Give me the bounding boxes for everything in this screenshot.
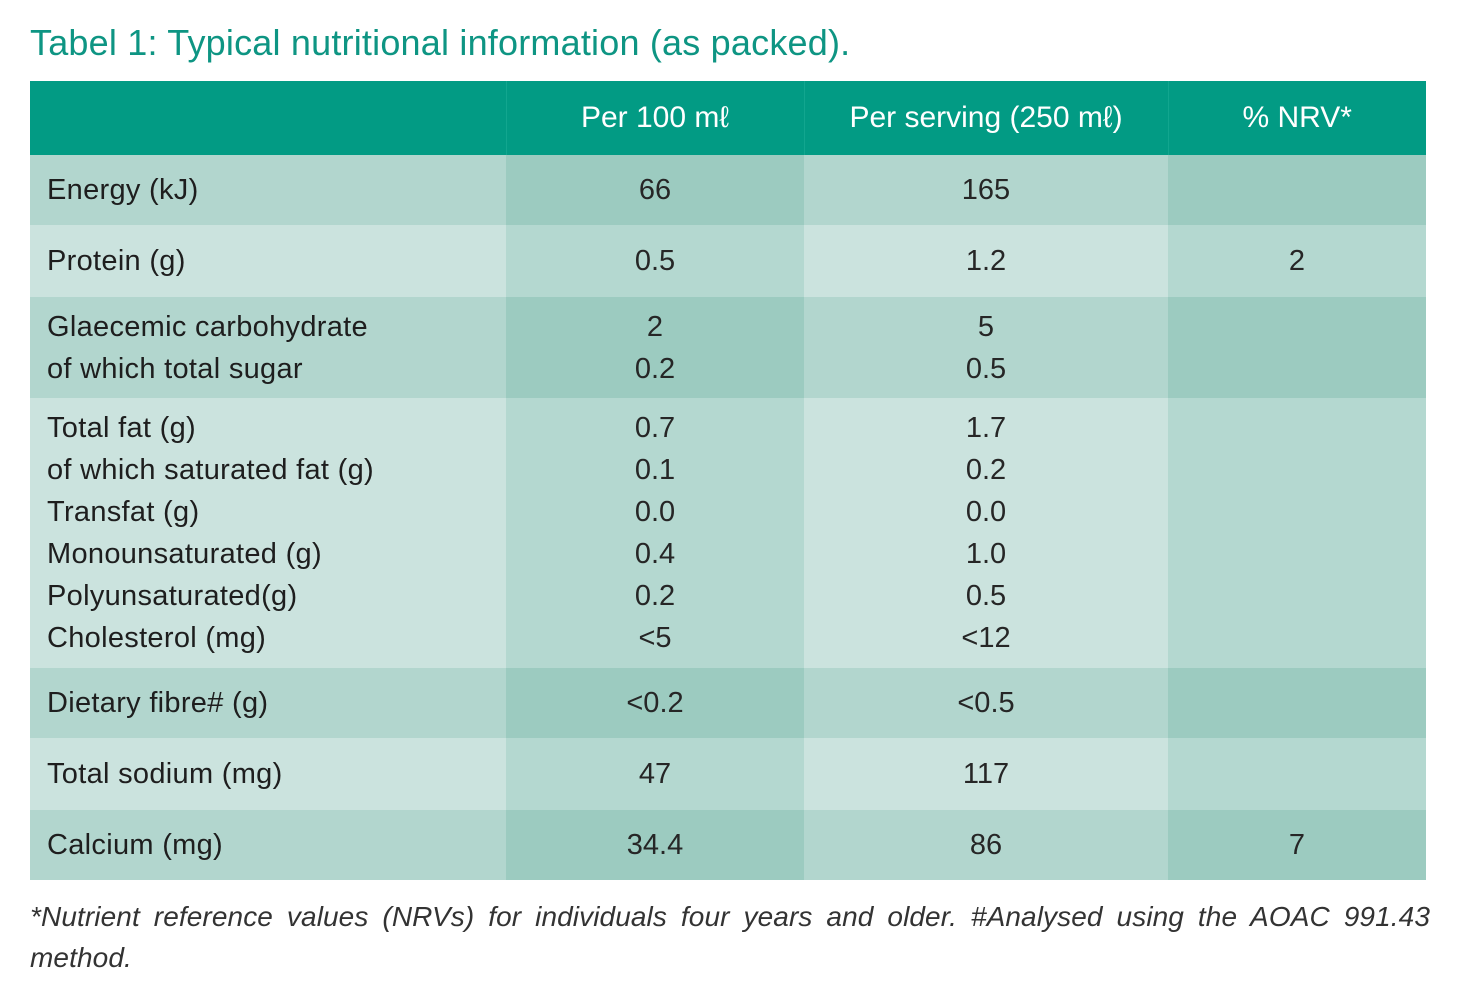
header-nrv: % NRV* — [1167, 81, 1426, 155]
row-label: Calcium (mg) — [30, 810, 506, 880]
cell-per-serving: 165 — [804, 155, 1168, 225]
table-row-calcium: Calcium (mg) 34.4 86 7 — [30, 810, 1426, 880]
cell-per-100ml: 66 — [506, 155, 804, 225]
cell-nrv — [1168, 668, 1426, 738]
cell-nrv — [1168, 398, 1426, 668]
footnote: *Nutrient reference values (NRVs) for in… — [30, 901, 1430, 973]
row-label: Dietary fibre# (g) — [30, 668, 506, 738]
cell-per-serving: 1.7 0.2 0.0 1.0 0.5 <12 — [804, 398, 1168, 668]
table-title: Tabel 1: Typical nutritional information… — [30, 22, 851, 63]
table-row-energy: Energy (kJ) 66 165 — [30, 155, 1426, 225]
header-nutrient — [30, 81, 506, 155]
row-label: Glaecemic carbohydrate of which total su… — [30, 297, 506, 398]
row-label: Energy (kJ) — [30, 155, 506, 225]
table-row-sodium: Total sodium (mg) 47 117 — [30, 738, 1426, 810]
table-row-fat: Total fat (g) of which saturated fat (g)… — [30, 398, 1426, 668]
cell-nrv — [1168, 155, 1426, 225]
cell-per-serving: <0.5 — [804, 668, 1168, 738]
table-row-carbohydrate: Glaecemic carbohydrate of which total su… — [30, 297, 1426, 398]
cell-per-100ml: 47 — [506, 738, 804, 810]
row-label: Total sodium (mg) — [30, 738, 506, 810]
cell-per-100ml: 34.4 — [506, 810, 804, 880]
cell-per-serving: 5 0.5 — [804, 297, 1168, 398]
nutrition-table: Per 100 mℓ Per serving (250 mℓ) % NRV* E… — [30, 81, 1426, 880]
row-label: Total fat (g) of which saturated fat (g)… — [30, 398, 506, 668]
table-row-dietary-fibre: Dietary fibre# (g) <0.2 <0.5 — [30, 668, 1426, 738]
cell-nrv: 2 — [1168, 225, 1426, 297]
cell-per-100ml: 0.7 0.1 0.0 0.4 0.2 <5 — [506, 398, 804, 668]
cell-nrv: 7 — [1168, 810, 1426, 880]
header-per-100ml: Per 100 mℓ — [505, 81, 804, 155]
row-label: Protein (g) — [30, 225, 506, 297]
table-row-protein: Protein (g) 0.5 1.2 2 — [30, 225, 1426, 297]
cell-per-100ml: 0.5 — [506, 225, 804, 297]
header-row: Per 100 mℓ Per serving (250 mℓ) % NRV* — [30, 81, 1426, 155]
cell-per-serving: 117 — [804, 738, 1168, 810]
cell-nrv — [1168, 297, 1426, 398]
cell-per-serving: 1.2 — [804, 225, 1168, 297]
header-per-serving: Per serving (250 mℓ) — [803, 81, 1168, 155]
cell-per-serving: 86 — [804, 810, 1168, 880]
cell-per-100ml: <0.2 — [506, 668, 804, 738]
cell-nrv — [1168, 738, 1426, 810]
cell-per-100ml: 2 0.2 — [506, 297, 804, 398]
